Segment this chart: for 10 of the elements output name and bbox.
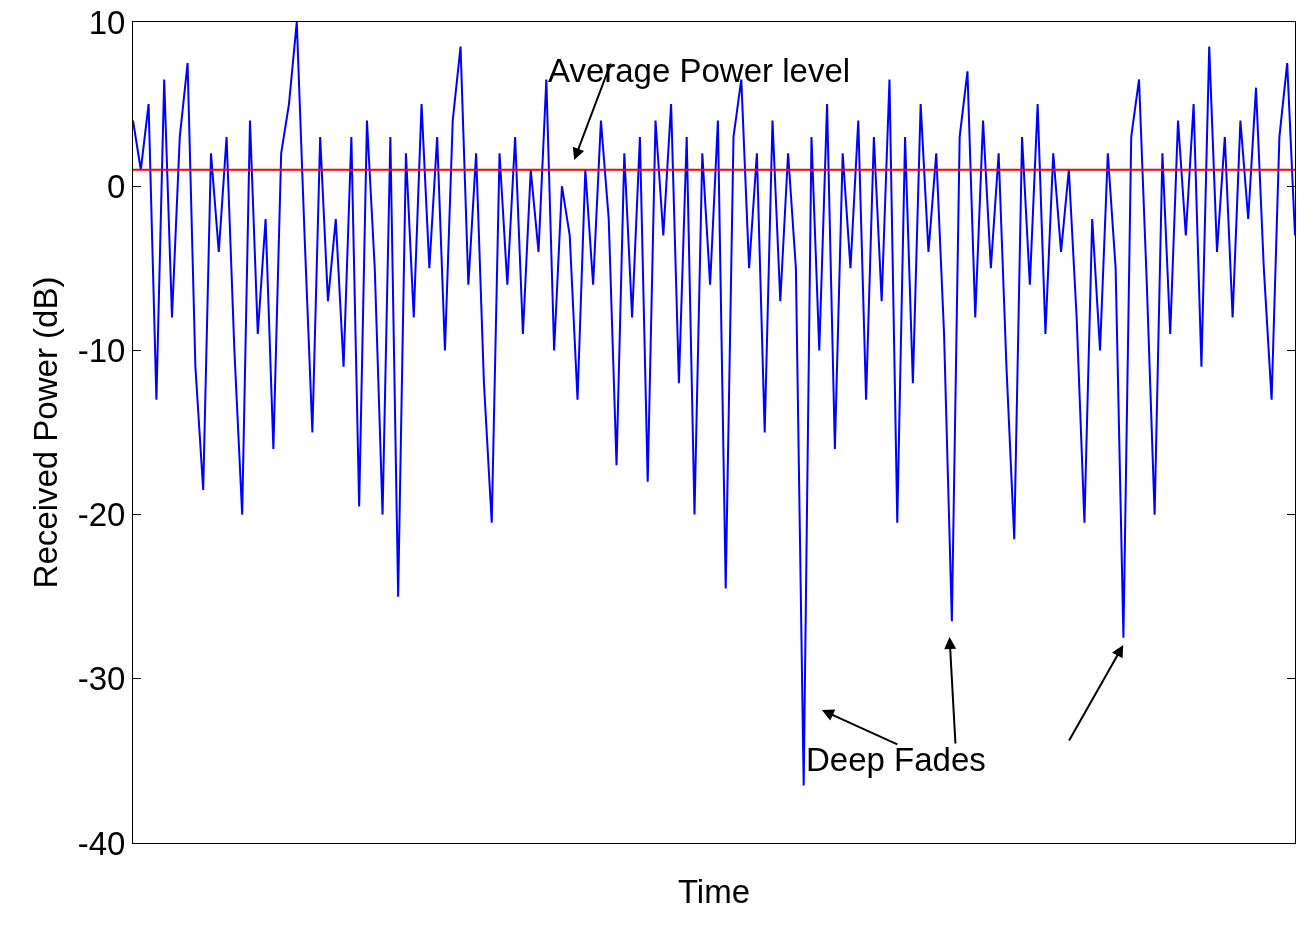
x-axis-title: Time (677, 873, 751, 911)
y-tick-label: -20 (77, 496, 126, 534)
y-tick-label: -40 (77, 824, 126, 862)
y-axis-title: Received Power (dB) (26, 276, 64, 589)
y-tick-label: -10 (77, 331, 126, 369)
y-tick-label: -30 (77, 660, 126, 698)
line-series (133, 22, 1295, 787)
annotation: Deep Fades (806, 741, 986, 778)
y-tick-label: 10 (88, 3, 126, 41)
y-tick-label: 0 (107, 167, 126, 205)
